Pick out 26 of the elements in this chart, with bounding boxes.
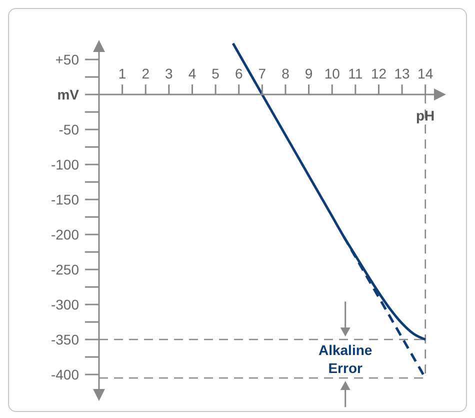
x-tick-label: 10: [324, 66, 340, 82]
y-tick-label: -200: [50, 226, 80, 242]
x-tick-label: 5: [212, 66, 220, 82]
x-tick-label: 11: [348, 66, 363, 82]
y-tick-label: -250: [50, 261, 80, 278]
x-tick-label: 4: [188, 66, 196, 82]
x-tick-label: 12: [370, 66, 387, 82]
y-tick-label: -400: [50, 366, 80, 382]
x-tick-label: 3: [165, 66, 174, 82]
annotation: Alkaline Error: [318, 342, 372, 376]
x-tick-label: 2: [142, 66, 150, 82]
x-tick-label: 6: [234, 66, 243, 82]
x-tick-label: 9: [304, 66, 313, 82]
y-tick-label: -300: [50, 296, 80, 312]
x-tick-label: 8: [282, 66, 290, 82]
x-tick-label: 1: [118, 66, 126, 82]
y-tick-label: -350: [50, 331, 80, 348]
x-tick-label: 14: [418, 66, 434, 82]
y-tick-label: -100: [50, 156, 80, 172]
y-tick-label: +50: [55, 51, 80, 68]
x-tick-label: 13: [394, 66, 410, 82]
y-axis-title: mV: [57, 86, 80, 102]
x-tick-label: 7: [258, 66, 266, 82]
y-tick-label: -50: [58, 121, 80, 138]
x-axis-title: pH: [416, 108, 435, 124]
y-tick-label: -150: [50, 191, 80, 208]
